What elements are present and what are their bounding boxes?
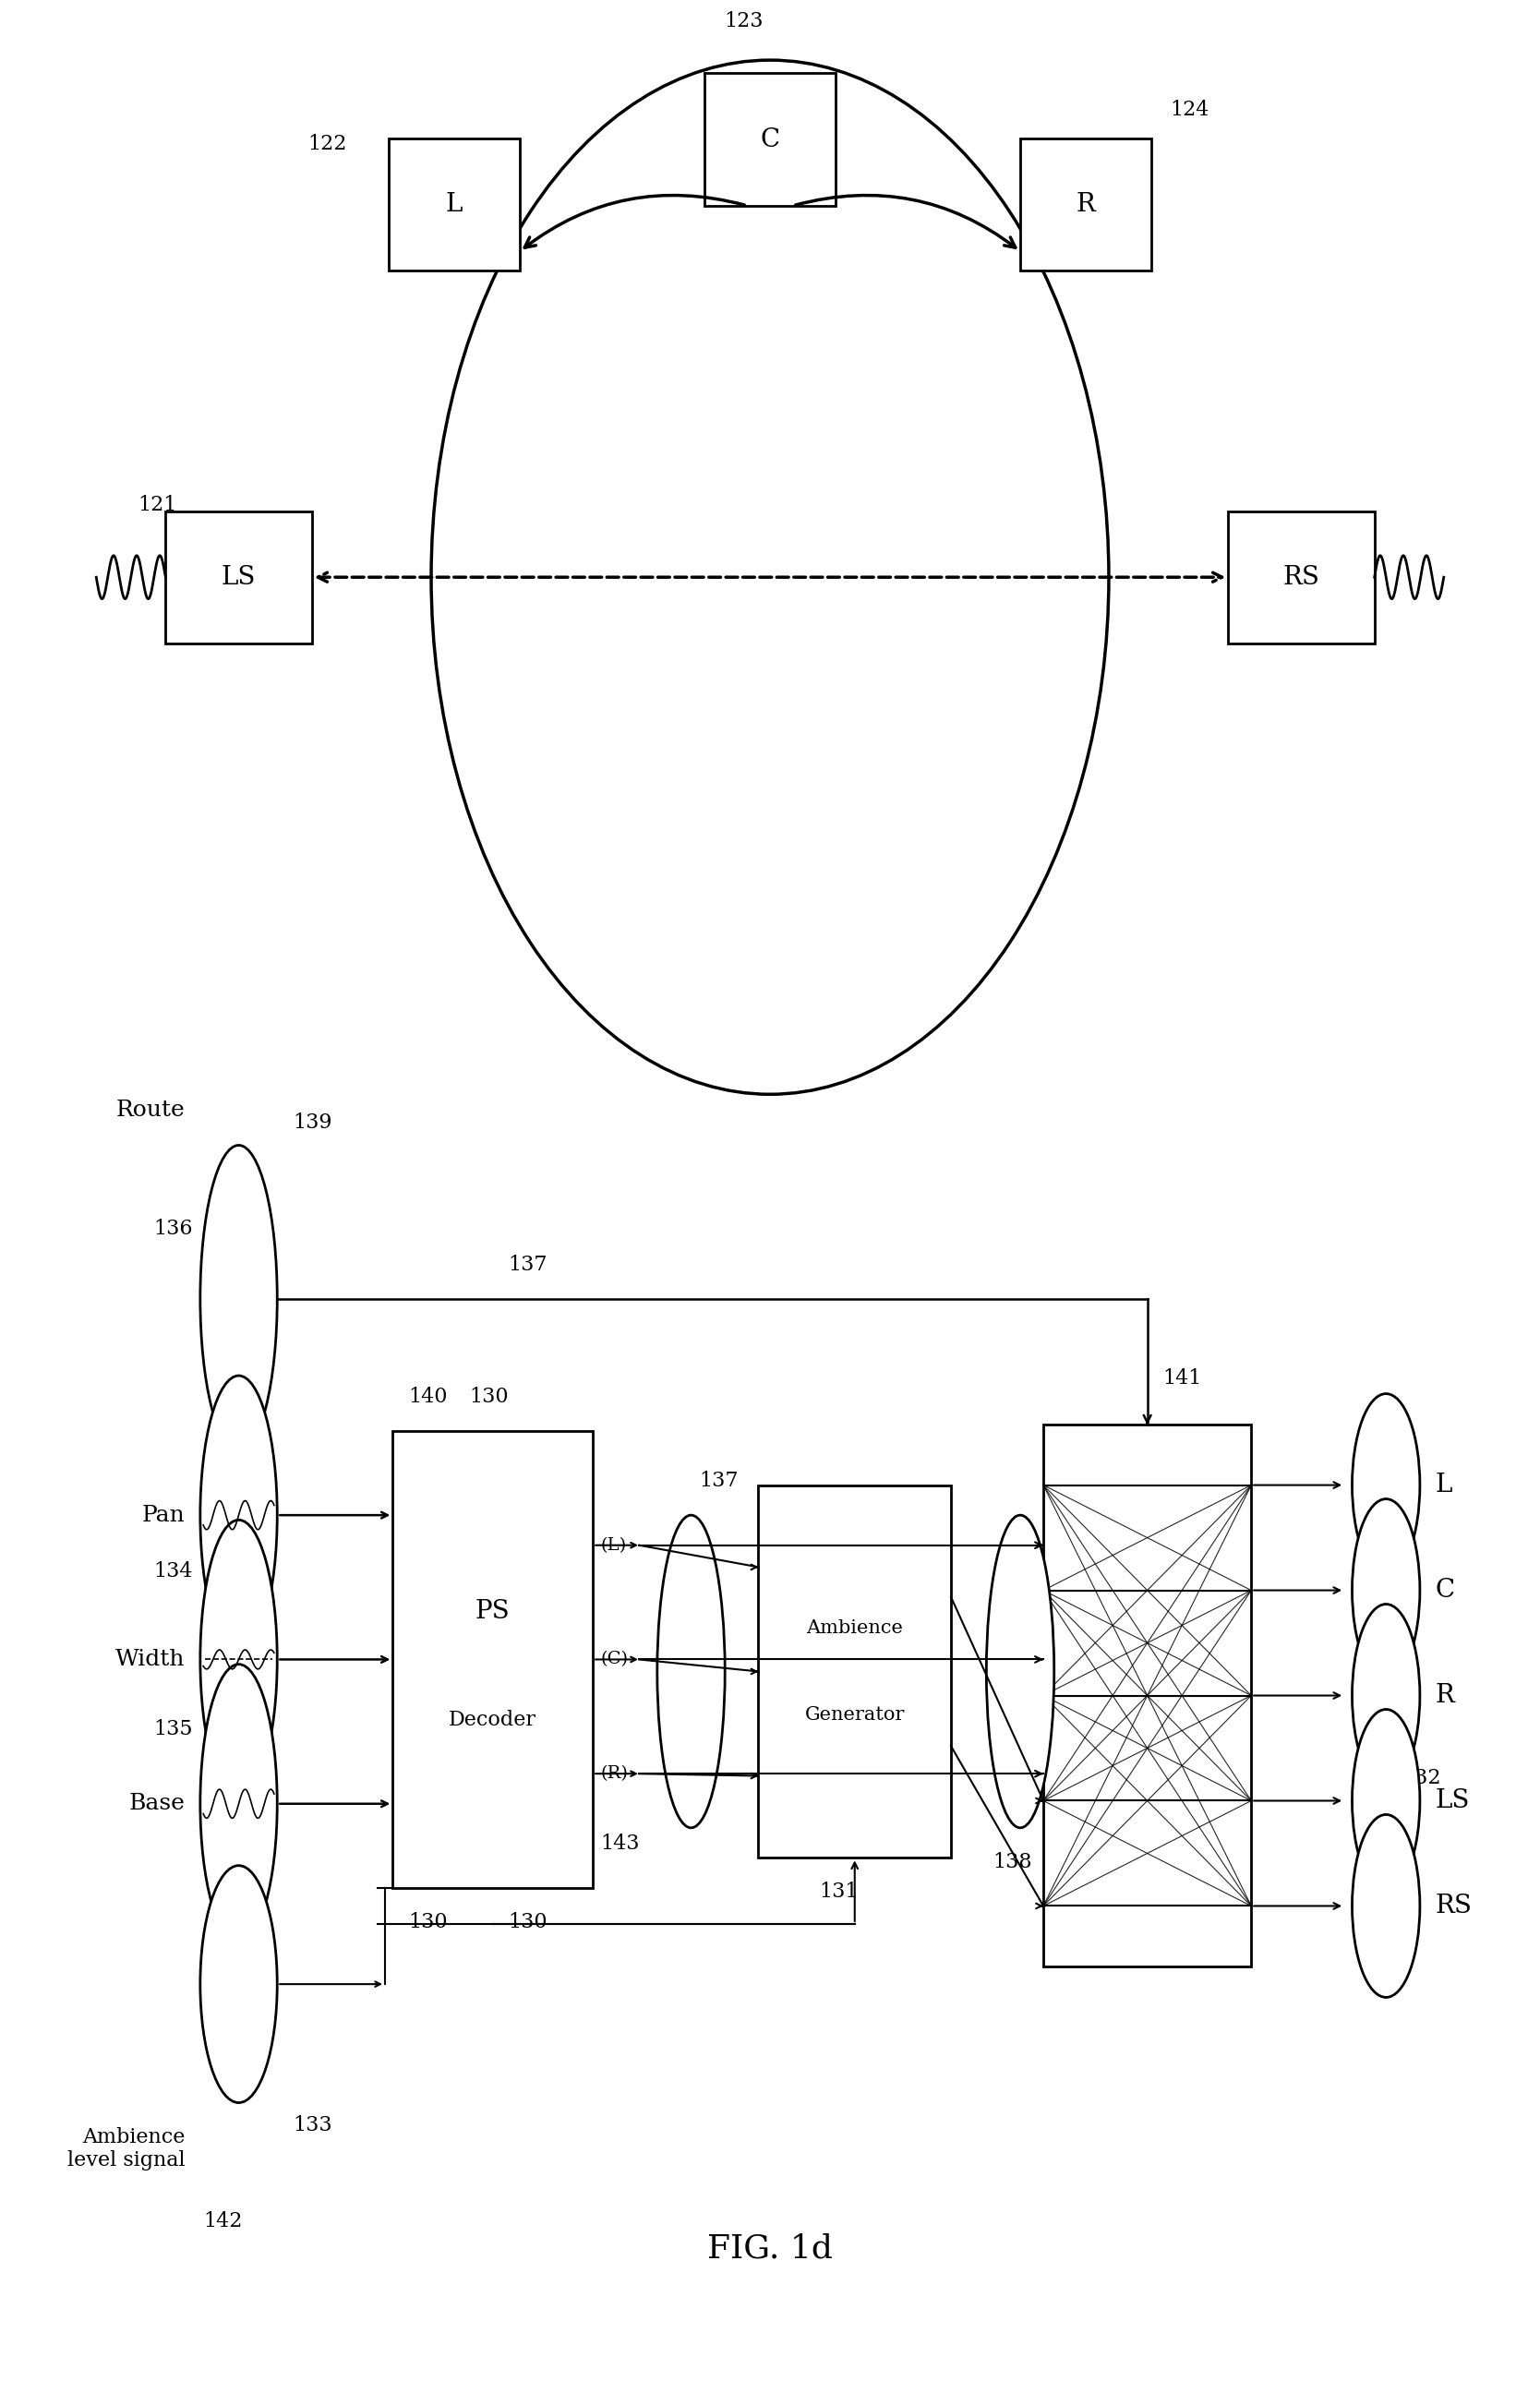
Text: 132: 132 <box>1401 1768 1440 1789</box>
Text: 139: 139 <box>293 1114 331 1133</box>
Text: R: R <box>1435 1683 1455 1708</box>
Text: 122: 122 <box>308 135 346 154</box>
Text: 130: 130 <box>508 1912 548 1931</box>
Text: 127: 127 <box>750 313 790 332</box>
Text: 126: 126 <box>750 479 790 498</box>
FancyArrowPatch shape <box>796 195 1015 248</box>
Ellipse shape <box>200 1664 277 1943</box>
Text: 131: 131 <box>819 1881 859 1902</box>
FancyBboxPatch shape <box>1229 510 1374 642</box>
Text: 137: 137 <box>699 1472 738 1491</box>
Ellipse shape <box>200 1376 277 1655</box>
Ellipse shape <box>1352 1498 1420 1681</box>
FancyBboxPatch shape <box>393 1431 593 1888</box>
Ellipse shape <box>1352 1395 1420 1578</box>
Text: RS: RS <box>1435 1893 1472 1919</box>
Ellipse shape <box>1352 1604 1420 1787</box>
Text: LS: LS <box>1435 1789 1469 1813</box>
Text: R: R <box>1076 192 1095 216</box>
FancyBboxPatch shape <box>1043 1424 1250 1967</box>
Text: Ambience: Ambience <box>807 1619 902 1638</box>
Text: 142: 142 <box>203 2210 243 2232</box>
Text: 143: 143 <box>601 1833 639 1854</box>
Text: FIG. 1d: FIG. 1d <box>707 2232 833 2266</box>
Text: Base: Base <box>129 1794 185 1813</box>
Text: 138: 138 <box>993 1852 1032 1871</box>
Text: 130: 130 <box>470 1388 510 1407</box>
FancyBboxPatch shape <box>166 510 311 642</box>
Text: C: C <box>761 127 779 152</box>
FancyArrowPatch shape <box>525 195 744 248</box>
Ellipse shape <box>1352 1813 1420 1996</box>
Ellipse shape <box>200 1145 277 1453</box>
Text: Width: Width <box>116 1650 185 1669</box>
Text: Ambience
level signal: Ambience level signal <box>66 2126 185 2169</box>
Text: Decoder: Decoder <box>450 1710 536 1729</box>
FancyBboxPatch shape <box>704 72 835 204</box>
Ellipse shape <box>658 1515 725 1828</box>
Text: 130: 130 <box>408 1912 448 1931</box>
FancyBboxPatch shape <box>1019 137 1150 269</box>
Text: Route: Route <box>116 1099 185 1121</box>
Text: 140: 140 <box>408 1388 447 1407</box>
Text: (R): (R) <box>601 1765 628 1782</box>
Text: 136: 136 <box>154 1219 192 1239</box>
Text: PS: PS <box>476 1599 510 1623</box>
Text: FIG. 1c: FIG. 1c <box>708 1053 832 1087</box>
FancyBboxPatch shape <box>388 137 521 269</box>
Text: (C): (C) <box>601 1652 628 1667</box>
Text: 124: 124 <box>1170 101 1209 120</box>
Text: C: C <box>1435 1578 1455 1602</box>
Text: 137: 137 <box>508 1255 547 1275</box>
Text: (L): (L) <box>601 1537 627 1554</box>
Ellipse shape <box>200 1520 277 1799</box>
FancyBboxPatch shape <box>759 1484 950 1857</box>
Text: 133: 133 <box>293 2114 333 2136</box>
Text: Generator: Generator <box>805 1705 904 1724</box>
Text: LS: LS <box>222 565 256 589</box>
Ellipse shape <box>200 1866 277 2102</box>
Text: 121: 121 <box>139 495 177 515</box>
Ellipse shape <box>1352 1710 1420 1893</box>
Text: 134: 134 <box>154 1561 192 1580</box>
Text: L: L <box>445 192 464 216</box>
Ellipse shape <box>987 1515 1053 1828</box>
Text: 141: 141 <box>1163 1368 1201 1390</box>
Text: 123: 123 <box>724 12 762 31</box>
Ellipse shape <box>431 60 1109 1094</box>
Text: RS: RS <box>1283 565 1320 589</box>
Text: L: L <box>1435 1472 1452 1498</box>
Text: Pan: Pan <box>142 1506 185 1525</box>
Text: 135: 135 <box>154 1720 192 1739</box>
